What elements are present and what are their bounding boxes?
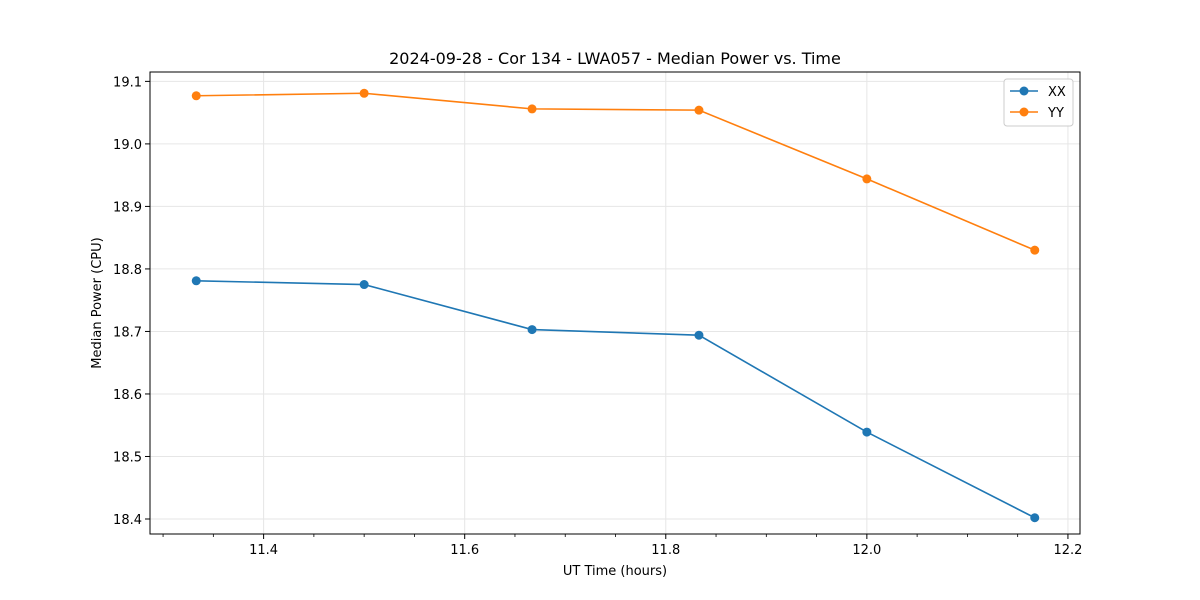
data-point-yy	[694, 105, 704, 115]
y-tick-label: 18.5	[113, 450, 142, 465]
data-point-xx	[694, 330, 704, 340]
grid	[150, 72, 1080, 534]
x-tick-label: 12.2	[1053, 543, 1082, 558]
data-point-yy	[359, 88, 369, 98]
x-axis: 11.4 11.6 11.8 12.0 12.2	[162, 534, 1082, 558]
y-tick-label: 18.7	[113, 325, 142, 340]
x-tick-label: 11.6	[450, 543, 479, 558]
x-axis-label: UT Time (hours)	[563, 564, 667, 579]
data-point-xx	[862, 427, 872, 437]
series-line-xx	[196, 280, 1036, 519]
data-point-xx	[1030, 513, 1040, 523]
series-layer	[191, 88, 1040, 523]
plot-frame	[149, 71, 1081, 535]
x-tick-label: 12.0	[852, 543, 881, 558]
legend-label-yy: YY	[1047, 106, 1064, 121]
x-tick-label: 11.4	[249, 543, 278, 558]
series-line-yy	[196, 92, 1036, 251]
data-point-yy	[862, 174, 872, 184]
data-point-yy	[1030, 245, 1040, 255]
y-tick-label: 18.9	[113, 200, 142, 215]
data-point-xx	[359, 280, 369, 290]
x-tick-label: 11.8	[651, 543, 680, 558]
y-axis: 18.4 18.5 18.6 18.7 18.8 18.9 19.0 19.1	[113, 75, 150, 528]
chart-title: 2024-09-28 - Cor 134 - LWA057 - Median P…	[389, 49, 841, 68]
data-point-xx	[527, 325, 537, 335]
legend: XX YY	[1003, 78, 1074, 127]
y-tick-label: 18.6	[113, 388, 142, 403]
legend-label-xx: XX	[1048, 85, 1066, 100]
y-tick-label: 18.8	[113, 263, 142, 278]
legend-marker-xx	[1019, 86, 1029, 96]
y-tick-label: 18.4	[113, 513, 142, 528]
y-tick-label: 19.0	[113, 138, 142, 153]
data-point-xx	[191, 276, 201, 286]
data-point-yy	[527, 104, 537, 114]
data-point-yy	[191, 91, 201, 101]
y-axis-label: Median Power (CPU)	[90, 237, 105, 368]
legend-marker-yy	[1019, 107, 1029, 117]
y-tick-label: 19.1	[113, 75, 142, 90]
